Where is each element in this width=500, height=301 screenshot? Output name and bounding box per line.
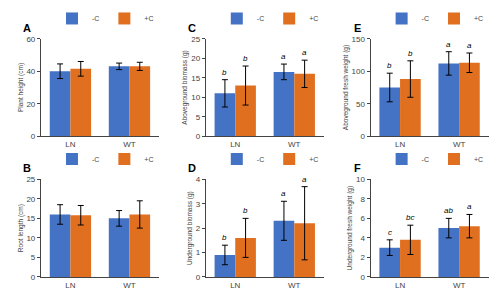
svg-text:Plant height (cm): Plant height (cm) xyxy=(17,63,25,112)
svg-text:15: 15 xyxy=(26,214,35,223)
svg-text:-C: -C xyxy=(92,156,99,163)
svg-text:b: b xyxy=(408,49,413,58)
svg-text:a: a xyxy=(467,202,472,211)
svg-text:LN: LN xyxy=(65,281,75,290)
svg-text:D: D xyxy=(188,162,196,174)
svg-text:b: b xyxy=(222,68,227,77)
svg-text:b: b xyxy=(243,54,248,63)
svg-text:-C: -C xyxy=(422,15,429,22)
svg-text:F: F xyxy=(354,162,361,174)
svg-text:3: 3 xyxy=(196,200,201,209)
svg-text:a: a xyxy=(446,40,451,49)
svg-text:2: 2 xyxy=(360,253,365,262)
svg-text:WT: WT xyxy=(453,140,466,149)
svg-text:15: 15 xyxy=(191,74,200,83)
svg-text:0: 0 xyxy=(31,132,36,141)
svg-text:+C: +C xyxy=(309,156,318,163)
svg-text:2: 2 xyxy=(196,224,201,233)
svg-text:ab: ab xyxy=(444,206,453,215)
svg-text:0: 0 xyxy=(360,132,365,141)
svg-text:WT: WT xyxy=(453,281,466,290)
svg-text:bc: bc xyxy=(406,213,414,222)
svg-text:c: c xyxy=(388,228,392,237)
svg-text:-C: -C xyxy=(422,156,429,163)
svg-text:10: 10 xyxy=(26,234,35,243)
svg-text:5: 5 xyxy=(196,113,201,122)
svg-text:0: 0 xyxy=(360,273,365,282)
svg-text:-C: -C xyxy=(257,15,264,22)
svg-text:20: 20 xyxy=(191,54,200,63)
svg-text:-C: -C xyxy=(257,156,264,163)
svg-text:b: b xyxy=(243,206,248,215)
svg-text:5: 5 xyxy=(31,253,36,262)
svg-text:100: 100 xyxy=(352,67,366,76)
svg-text:C: C xyxy=(188,22,196,34)
svg-text:WT: WT xyxy=(123,140,136,149)
svg-text:LN: LN xyxy=(65,140,75,149)
svg-text:A: A xyxy=(23,22,31,34)
svg-text:Underground biomass (g): Underground biomass (g) xyxy=(186,191,194,265)
svg-text:6: 6 xyxy=(360,214,365,223)
svg-text:8: 8 xyxy=(360,195,365,204)
svg-text:a: a xyxy=(281,189,286,198)
svg-text:40: 40 xyxy=(26,67,35,76)
svg-text:Root length (cm): Root length (cm) xyxy=(17,204,25,252)
svg-text:LN: LN xyxy=(395,281,405,290)
svg-text:50: 50 xyxy=(356,100,365,109)
svg-text:b: b xyxy=(387,61,392,70)
svg-text:WT: WT xyxy=(288,140,301,149)
svg-text:60: 60 xyxy=(26,35,35,44)
svg-text:LN: LN xyxy=(230,140,240,149)
svg-text:b: b xyxy=(222,233,227,242)
svg-text:0: 0 xyxy=(196,132,201,141)
svg-text:+C: +C xyxy=(144,15,153,22)
svg-text:a: a xyxy=(302,48,307,57)
svg-text:10: 10 xyxy=(191,93,200,102)
svg-text:+C: +C xyxy=(474,15,483,22)
svg-text:4: 4 xyxy=(360,234,365,243)
svg-text:+C: +C xyxy=(144,156,153,163)
svg-text:Aboveground biomass (g): Aboveground biomass (g) xyxy=(181,50,189,124)
svg-text:1: 1 xyxy=(196,248,201,257)
svg-text:+C: +C xyxy=(474,156,483,163)
svg-text:E: E xyxy=(354,22,361,34)
svg-text:20: 20 xyxy=(26,100,35,109)
svg-text:25: 25 xyxy=(26,175,35,184)
svg-text:LN: LN xyxy=(395,140,405,149)
svg-text:-C: -C xyxy=(92,15,99,22)
svg-text:a: a xyxy=(302,175,307,184)
svg-text:Underground fresh weight (g): Underground fresh weight (g) xyxy=(346,186,354,271)
svg-text:20: 20 xyxy=(26,195,35,204)
svg-text:WT: WT xyxy=(288,281,301,290)
svg-text:a: a xyxy=(467,41,472,50)
svg-text:4: 4 xyxy=(196,175,201,184)
svg-text:a: a xyxy=(281,52,286,61)
svg-text:10: 10 xyxy=(356,175,365,184)
svg-text:B: B xyxy=(23,162,31,174)
svg-text:0: 0 xyxy=(196,273,201,282)
svg-text:0: 0 xyxy=(31,273,36,282)
svg-text:LN: LN xyxy=(230,281,240,290)
svg-text:25: 25 xyxy=(191,35,200,44)
svg-text:Aboveground fresh weight (g): Aboveground fresh weight (g) xyxy=(342,45,350,130)
svg-text:WT: WT xyxy=(123,281,136,290)
svg-text:+C: +C xyxy=(309,15,318,22)
svg-text:150: 150 xyxy=(352,35,366,44)
